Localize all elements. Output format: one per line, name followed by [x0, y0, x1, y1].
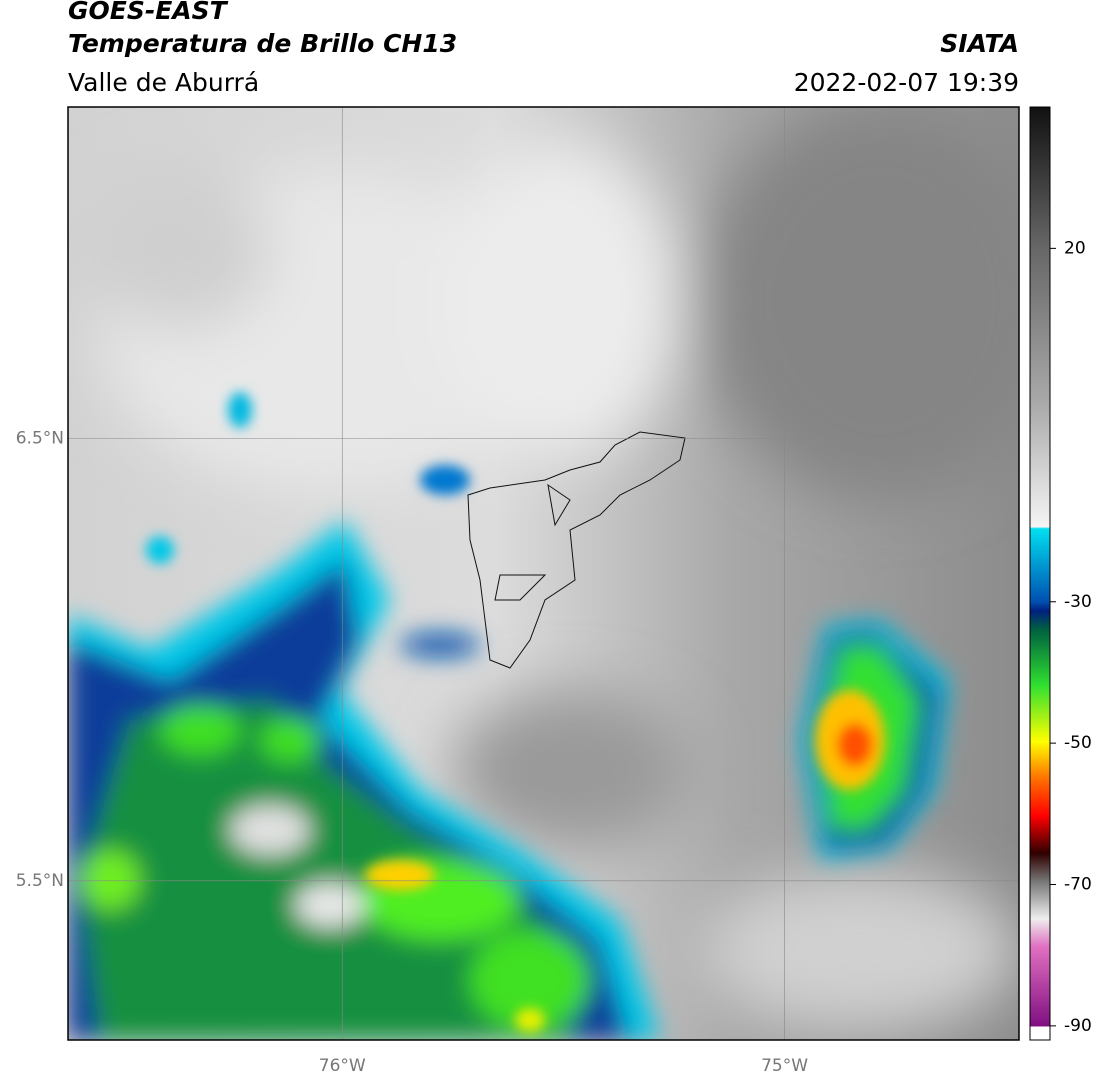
region: Valle de Aburrá	[68, 68, 259, 97]
colorbar-tick-label: -90	[1064, 1016, 1092, 1036]
colorbar-tick-label: -50	[1064, 733, 1092, 753]
colorbar	[1029, 106, 1051, 1041]
lon-label: 75°W	[761, 1056, 808, 1076]
satellite-image	[68, 107, 1019, 1040]
title: GOES-EAST	[68, 0, 229, 25]
colorbar-tick-label: 20	[1064, 238, 1086, 258]
lat-label: 5.5°N	[16, 871, 64, 891]
map-frame	[67, 106, 1020, 1041]
datetime: 2022-02-07 19:39	[794, 68, 1019, 97]
lat-label: 6.5°N	[16, 429, 64, 449]
colorbar-tick-label: -30	[1064, 592, 1092, 612]
subtitle: Temperatura de Brillo CH13	[68, 29, 457, 58]
lon-label: 76°W	[319, 1056, 366, 1076]
agency: SIATA	[940, 29, 1019, 58]
colorbar-tick-label: -70	[1064, 875, 1092, 895]
graticule	[68, 107, 1019, 1040]
